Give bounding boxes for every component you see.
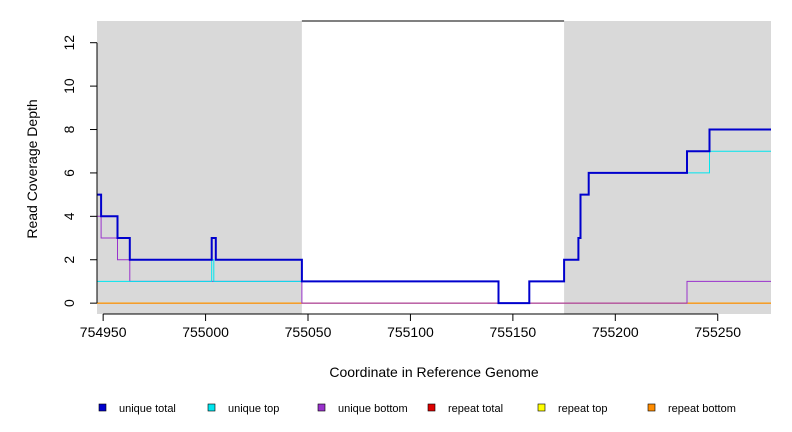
x-tick-label: 755000 xyxy=(182,324,229,340)
legend: unique total unique top unique bottom repea… xyxy=(98,403,736,415)
legend-item-repeat-bottom: repeat bottom xyxy=(647,403,736,415)
legend-label: repeat total xyxy=(448,403,503,415)
y-tick-label: 2 xyxy=(61,256,77,264)
legend-swatch xyxy=(207,403,216,412)
legend-swatch xyxy=(98,403,107,412)
series-lines xyxy=(97,128,771,305)
x-tick-label: 755150 xyxy=(490,324,537,340)
y-tick-label: 12 xyxy=(61,35,77,51)
x-tick-label: 755250 xyxy=(694,324,741,340)
y-tick-label: 0 xyxy=(61,299,77,307)
legend-swatch xyxy=(537,403,546,412)
x-axis-title: Coordinate in Reference Genome xyxy=(329,364,539,380)
x-axis: 754950 755000 755050 755100 755150 755200 7552… xyxy=(80,313,741,340)
legend-swatch xyxy=(647,403,656,412)
shaded-region-2 xyxy=(564,21,771,314)
legend-label: unique top xyxy=(228,403,279,415)
series-line-unique-bottom xyxy=(97,215,771,304)
legend-label: unique total xyxy=(119,403,176,415)
legend-item-unique-top: unique top xyxy=(207,403,279,415)
legend-item-repeat-top: repeat top xyxy=(537,403,608,415)
x-tick-label: 755050 xyxy=(285,324,332,340)
y-axis: 0 2 4 6 8 10 12 xyxy=(61,35,98,307)
x-tick-label: 754950 xyxy=(80,324,127,340)
legend-swatch xyxy=(317,403,326,412)
shaded-region-1 xyxy=(97,21,302,314)
y-tick-label: 10 xyxy=(61,78,77,94)
legend-label: unique bottom xyxy=(338,403,408,415)
legend-item-repeat-total: repeat total xyxy=(427,403,503,415)
y-tick-label: 6 xyxy=(61,169,77,177)
series-line-unique-total xyxy=(97,128,771,305)
legend-item-unique-total: unique total xyxy=(98,403,176,415)
y-tick-label: 8 xyxy=(61,125,77,133)
x-tick-label: 755100 xyxy=(387,324,434,340)
legend-swatch xyxy=(427,403,436,412)
shaded-regions xyxy=(97,20,771,314)
legend-item-unique-bottom: unique bottom xyxy=(317,403,408,415)
legend-label: repeat bottom xyxy=(668,403,736,415)
y-tick-label: 4 xyxy=(61,212,77,220)
x-tick-label: 755200 xyxy=(592,324,639,340)
legend-label: repeat top xyxy=(558,403,608,415)
y-axis-title: Read Coverage Depth xyxy=(24,99,40,238)
